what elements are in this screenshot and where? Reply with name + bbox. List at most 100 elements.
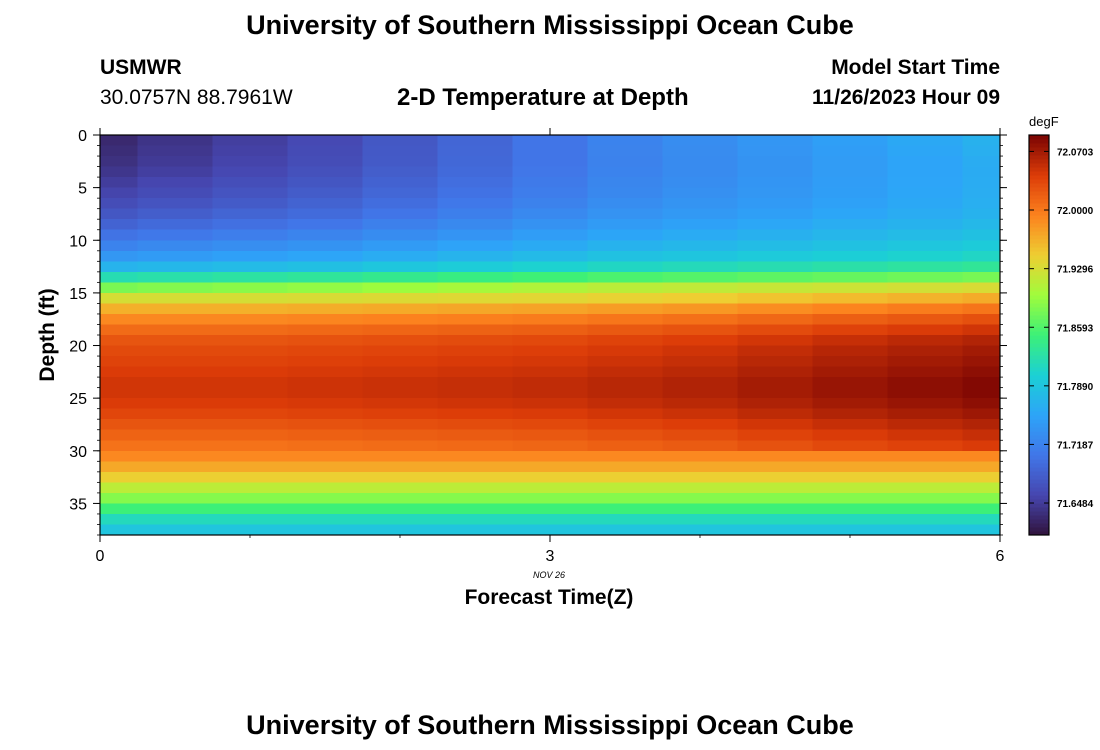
heatmap-cell	[287, 387, 364, 399]
heatmap-cell	[737, 177, 814, 189]
heatmap-cell	[887, 356, 964, 368]
heatmap-cell	[962, 356, 1001, 368]
heatmap-cell	[962, 461, 1001, 473]
heatmap-cell	[437, 387, 514, 399]
heatmap-cell	[887, 335, 964, 347]
heatmap-cell	[100, 261, 139, 273]
heatmap-cell	[287, 356, 364, 368]
colorbar-segment	[1029, 327, 1049, 332]
colorbar-segment	[1029, 335, 1049, 340]
heatmap-cell	[812, 429, 889, 441]
heatmap-cell	[362, 335, 439, 347]
heatmap-cell	[737, 271, 814, 283]
heatmap-cell	[437, 166, 514, 178]
heatmap-cell	[662, 419, 739, 431]
colorbar-segment	[1029, 291, 1049, 296]
heatmap-cell	[662, 145, 739, 157]
heatmap-cell	[287, 419, 364, 431]
heatmap-cell	[662, 461, 739, 473]
colorbar-segment	[1029, 387, 1049, 392]
heatmap-cell	[737, 429, 814, 441]
heatmap-cell	[662, 345, 739, 357]
heatmap-cell	[662, 492, 739, 505]
x-tick-label: 0	[96, 548, 105, 565]
heatmap-cell	[887, 219, 964, 231]
heatmap-cell	[962, 408, 1001, 420]
heatmap-cell	[437, 324, 514, 336]
heatmap-cell	[812, 513, 889, 526]
heatmap-cell	[100, 229, 139, 241]
heatmap-cell	[437, 177, 514, 189]
heatmap-cell	[287, 398, 364, 410]
heatmap-cell	[287, 282, 364, 294]
heatmap-cell	[137, 513, 214, 526]
heatmap-cell	[587, 313, 664, 326]
heatmap-cell	[212, 250, 289, 262]
heatmap-cell	[737, 250, 814, 262]
colorbar-segment	[1029, 259, 1049, 264]
colorbar-segment	[1029, 363, 1049, 368]
colorbar-segment	[1029, 463, 1049, 468]
heatmap-cell	[437, 292, 514, 305]
colorbar-frame	[1028, 134, 1050, 536]
heatmap-cell	[962, 198, 1001, 210]
colorbar-segment	[1029, 179, 1049, 184]
heatmap-cell	[212, 398, 289, 410]
heatmap-cell	[437, 198, 514, 210]
colorbar: degF 72.0703 72.0000 71.9296 71.8593 71.7890…	[1028, 114, 1094, 536]
colorbar-segment	[1029, 147, 1049, 152]
heatmap-cell	[100, 440, 139, 452]
heatmap-cell	[212, 177, 289, 189]
heatmap-cell	[137, 208, 214, 220]
heatmap-cell	[587, 166, 664, 178]
y-tick-label: 10	[69, 233, 87, 250]
heatmap-cell	[962, 145, 1001, 157]
heatmap-cell	[100, 208, 139, 220]
heatmap-cell	[287, 261, 364, 273]
heatmap-cell	[212, 482, 289, 494]
heatmap-cell	[962, 335, 1001, 347]
heatmap-cell	[512, 524, 589, 536]
heatmap-cell	[287, 482, 364, 494]
heatmap-cell	[662, 450, 739, 462]
heatmap-cell	[137, 135, 214, 147]
colorbar-segment	[1029, 299, 1049, 304]
heatmap-cell	[587, 356, 664, 368]
heatmap-cell	[212, 513, 289, 526]
heatmap-cell	[137, 398, 214, 410]
heatmap-cell	[662, 303, 739, 315]
colorbar-segment	[1029, 375, 1049, 380]
colorbar-segment	[1029, 515, 1049, 520]
heatmap-cell	[887, 166, 964, 178]
model-start-value: 11/26/2023 Hour 09	[812, 86, 1000, 109]
colorbar-segment	[1029, 511, 1049, 516]
heatmap-cell	[737, 282, 814, 294]
heatmap-cell	[212, 156, 289, 168]
heatmap-cell	[887, 492, 964, 505]
heatmap-cell	[137, 471, 214, 483]
heatmap-cell	[662, 398, 739, 410]
colorbar-segment	[1029, 331, 1049, 336]
colorbar-segment	[1029, 507, 1049, 512]
colorbar-unit: degF	[1029, 114, 1059, 129]
heatmap-cell	[587, 292, 664, 305]
colorbar-segment	[1029, 235, 1049, 240]
heatmap-cell	[100, 366, 139, 378]
colorbar-tick-label: 71.7187	[1057, 440, 1094, 451]
heatmap-cell	[812, 313, 889, 326]
heatmap-cell	[362, 303, 439, 315]
heatmap-cell	[137, 292, 214, 305]
heatmap-cell	[100, 156, 139, 168]
heatmap-cell	[212, 198, 289, 210]
heatmap-cell	[887, 250, 964, 262]
heatmap-cell	[737, 450, 814, 462]
heatmap-cell	[512, 461, 589, 473]
heatmap-cell	[662, 271, 739, 283]
heatmap-cell	[587, 471, 664, 483]
colorbar-segment	[1029, 163, 1049, 168]
heatmap-cell	[587, 187, 664, 199]
heatmap-cell	[437, 503, 514, 515]
heatmap-cell	[887, 450, 964, 462]
heatmap-cell	[662, 292, 739, 305]
heatmap-cell	[962, 282, 1001, 294]
